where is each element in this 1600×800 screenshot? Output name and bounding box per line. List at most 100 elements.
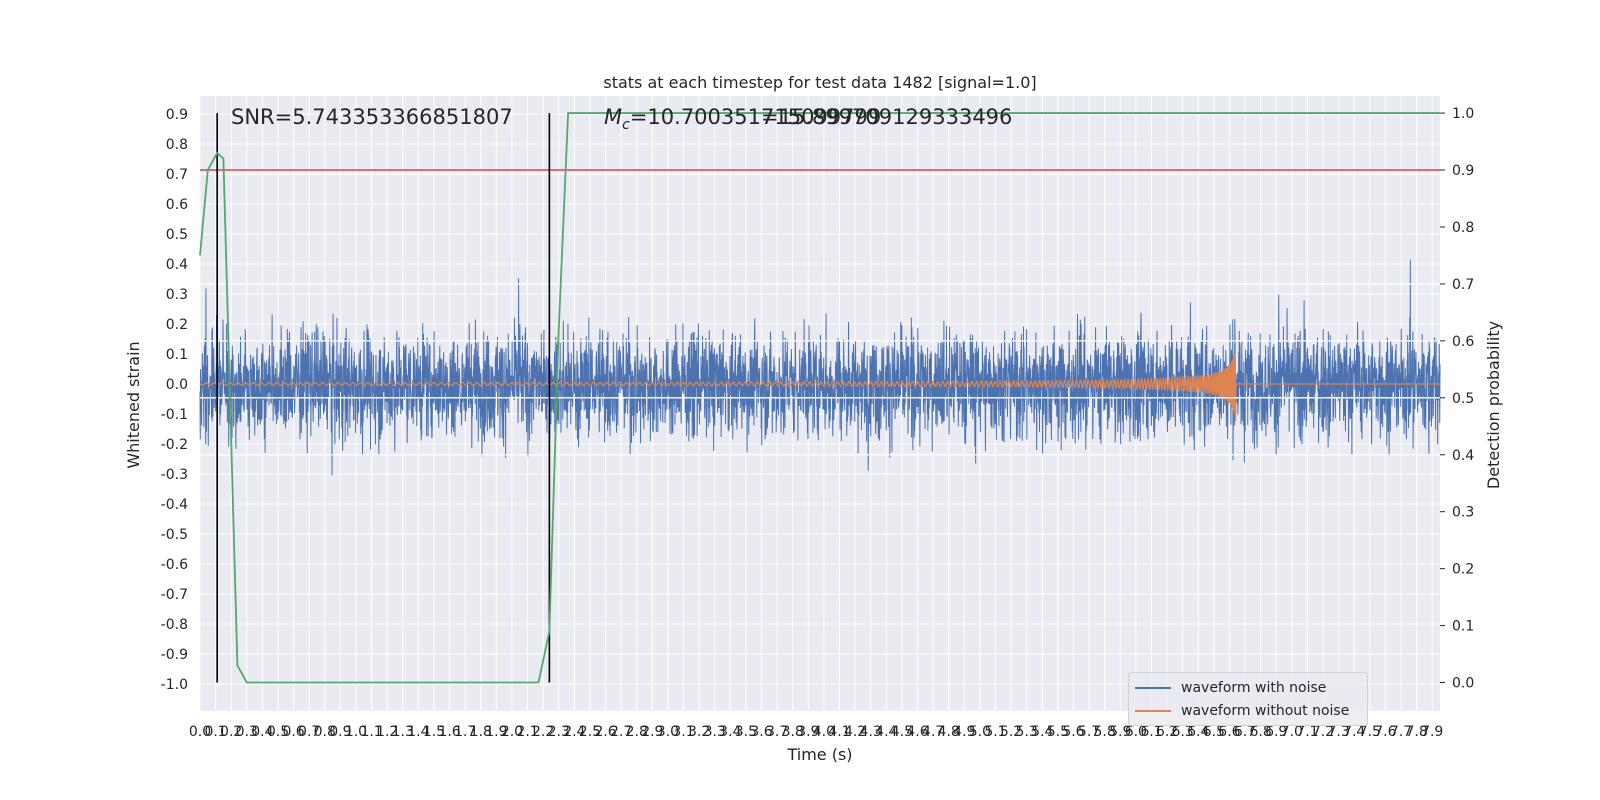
x-tick-label: 6.8: [1249, 724, 1271, 740]
x-tick-label: 6.2: [1156, 724, 1178, 740]
x-tick-label: 1.2: [376, 724, 398, 740]
x-tick-label: 1.9: [485, 724, 507, 740]
x-tick-label: 1.3: [392, 724, 414, 740]
x-tick-label: 6.6: [1218, 724, 1240, 740]
x-tick-label: 6.4: [1187, 724, 1209, 740]
x-tick-label: 4.2: [844, 724, 866, 740]
clean-waveform-line: [199, 354, 1440, 422]
x-tick-label: 4.9: [953, 724, 975, 740]
x-tick-label: 7.6: [1374, 724, 1396, 740]
chirp-mass-value: =10.700351715099799: [630, 105, 881, 129]
y-right-tick-label: 0.4: [1452, 448, 1474, 464]
x-tick-label: 3.0: [657, 724, 679, 740]
x-tick-label: 5.8: [1094, 724, 1116, 740]
x-tick-label: 2.8: [626, 724, 648, 740]
x-tick-label: 7.7: [1390, 724, 1412, 740]
x-tick-label: 5.0: [969, 724, 991, 740]
y-left-tick-label: -0.2: [161, 437, 188, 453]
y-right-tick-label: 0.6: [1452, 334, 1474, 350]
detection-probability-line: [199, 112, 1440, 684]
x-tick-label: 6.1: [1140, 724, 1162, 740]
x-tick-label: 2.4: [563, 724, 585, 740]
y-left-tick-label: 0.2: [166, 317, 188, 333]
x-tick-label: 6.3: [1172, 724, 1194, 740]
x-tick-label: 5.1: [984, 724, 1006, 740]
x-tick-label: 5.5: [1047, 724, 1069, 740]
detection-probability-series: [199, 112, 1440, 684]
y-left-tick-label: 0.4: [166, 257, 188, 273]
x-tick-label: 1.0: [345, 724, 367, 740]
y-left-tick-label: -0.7: [161, 587, 188, 603]
y-left-tick-label: -0.9: [161, 647, 188, 663]
y-left-tick-label: 0.6: [166, 197, 188, 213]
x-tick-label: 0.6: [282, 724, 304, 740]
x-tick-labels: 0.00.10.20.30.40.50.60.70.80.91.01.11.21…: [189, 724, 1443, 740]
legend-item-clean: waveform without noise: [1135, 701, 1349, 721]
x-tick-label: 1.7: [454, 724, 476, 740]
x-tick-label: 7.9: [1421, 724, 1443, 740]
snr-annotation: SNR=5.743353366851807: [231, 105, 513, 129]
x-tick-label: 7.1: [1296, 724, 1318, 740]
x-tick-label: 5.3: [1016, 724, 1038, 740]
y-right-tick-label: 0.9: [1452, 163, 1474, 179]
x-tick-label: 7.3: [1327, 724, 1349, 740]
y-right-tick-label: 0.1: [1452, 619, 1474, 635]
y-axis-left-label: Whitened strain: [124, 341, 143, 468]
x-tick-label: 6.9: [1265, 724, 1287, 740]
x-tick-label: 0.8: [314, 724, 336, 740]
x-tick-label: 4.0: [813, 724, 835, 740]
x-tick-label: 6.5: [1203, 724, 1225, 740]
y-left-tick-labels: 0.9 0.8 0.7 0.6 0.5 0.4 0.3 0.2 0.1 0.0 -0.1 -0.2 -0…: [161, 107, 188, 693]
x-tick-label: 3.7: [766, 724, 788, 740]
x-tick-label: 5.6: [1062, 724, 1084, 740]
x-tick-label: 2.7: [610, 724, 632, 740]
x-tick-label: 0.2: [220, 724, 242, 740]
x-tick-label: 7.8: [1405, 724, 1427, 740]
x-tick-label: 2.2: [532, 724, 554, 740]
probability-reference-lines: [200, 169, 1440, 456]
x-tick-label: 4.1: [828, 724, 850, 740]
y-right-tick-label: 0.0: [1452, 676, 1474, 692]
x-tick-label: 0.1: [204, 724, 226, 740]
y-right-tick-label: 0.8: [1452, 220, 1474, 236]
y-left-tick-label: -1.0: [161, 677, 188, 693]
y-right-tick-label: 0.3: [1452, 505, 1474, 521]
x-tick-label: 4.4: [875, 724, 897, 740]
x-tick-label: 0.9: [329, 724, 351, 740]
y-left-tick-label: 0.7: [166, 167, 188, 183]
legend-label-noisy: waveform with noise: [1181, 680, 1327, 696]
x-tick-label: 3.1: [672, 724, 694, 740]
y-left-tick-label: -0.4: [161, 497, 188, 513]
x-tick-label: 3.2: [688, 724, 710, 740]
x-tick-label: 0.3: [236, 724, 258, 740]
x-tick-label: 0.5: [267, 724, 289, 740]
x-tick-label: 3.6: [750, 724, 772, 740]
x-tick-label: 1.8: [470, 724, 492, 740]
y-left-tick-label: 0.5: [166, 227, 188, 243]
legend-swatch-noisy: [1135, 687, 1171, 689]
y-right-tick-label: 1.0: [1452, 106, 1474, 122]
y-axis-right-label: Detection probability: [1484, 321, 1503, 489]
x-tick-label: 4.6: [906, 724, 928, 740]
y-left-tick-label: 0.8: [166, 137, 188, 153]
y-right-tick-label: 0.5: [1452, 391, 1474, 407]
x-axis-label: Time (s): [786, 745, 852, 764]
y-left-tick-label: -0.6: [161, 557, 188, 573]
x-tick-label: 2.0: [501, 724, 523, 740]
x-tick-label: 6.0: [1125, 724, 1147, 740]
x-tick-label: 3.3: [704, 724, 726, 740]
y-left-tick-label: -0.8: [161, 617, 188, 633]
chirp-mass-annotation: Mc=10.700351715099799: [604, 105, 881, 133]
y-left-tick-label: -0.5: [161, 527, 188, 543]
y-left-tick-label: 0.9: [166, 107, 188, 123]
legend-item-noisy: waveform with noise: [1135, 678, 1326, 698]
x-tick-label: 2.9: [641, 724, 663, 740]
x-tick-label: 2.5: [579, 724, 601, 740]
x-tick-label: 3.5: [735, 724, 757, 740]
x-tick-label: 4.5: [891, 724, 913, 740]
x-tick-label: 1.4: [407, 724, 429, 740]
x-tick-label: 1.6: [438, 724, 460, 740]
y-right-tick-label: 0.2: [1452, 562, 1474, 578]
x-tick-label: 2.6: [594, 724, 616, 740]
